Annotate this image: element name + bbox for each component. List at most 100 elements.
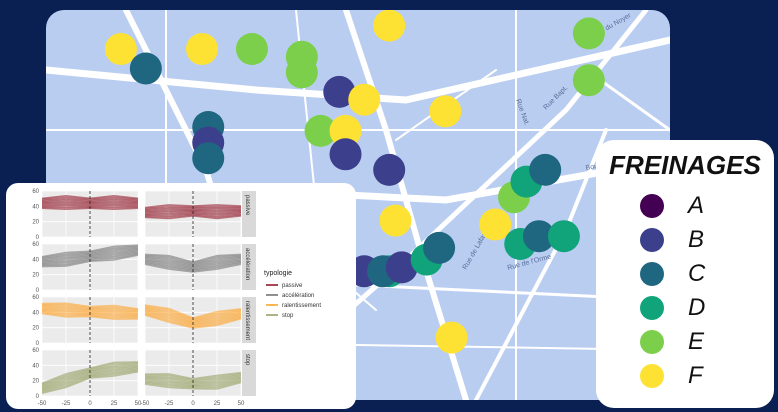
series-line-stop (41, 362, 139, 386)
braking-marker-e[interactable] (304, 114, 337, 147)
y-tick-label: 60 (32, 295, 39, 301)
braking-marker-b[interactable] (385, 251, 418, 284)
series-line-accélération (144, 259, 242, 270)
legend-label: B (688, 226, 705, 253)
facet-strip (242, 350, 256, 396)
braking-marker-d[interactable] (547, 220, 580, 253)
y-tick-label: 20 (32, 326, 39, 332)
braking-marker-c[interactable] (522, 220, 555, 253)
series-line-ralentissement (41, 306, 139, 314)
map-legend: FREINAGES A B C D E F (596, 140, 774, 408)
legend-label: E (688, 328, 705, 355)
series-line-passive (144, 208, 242, 213)
legend-swatch (640, 364, 664, 388)
legend-swatch (640, 296, 664, 320)
series-line-accélération (41, 245, 139, 259)
x-tick-label: 50 (135, 401, 142, 407)
series-line-accélération (41, 246, 139, 260)
y-tick-label: 20 (32, 379, 39, 385)
braking-marker-e[interactable] (572, 64, 605, 97)
series-line-accélération (41, 250, 139, 264)
chart-legend-title: typologie (264, 270, 292, 277)
legend-label: F (688, 362, 703, 389)
series-line-passive (144, 210, 242, 214)
y-tick-label: 0 (36, 235, 40, 241)
braking-marker-b[interactable] (373, 153, 406, 186)
series-line-ralentissement (41, 312, 139, 320)
facet-strip (242, 297, 256, 343)
braking-marker-c[interactable] (423, 231, 456, 264)
braking-marker-f[interactable] (479, 208, 512, 241)
y-tick-label: 20 (32, 273, 39, 279)
braking-marker-c[interactable] (192, 142, 225, 175)
braking-marker-f[interactable] (348, 83, 381, 116)
braking-marker-e[interactable] (285, 56, 318, 89)
facet-strip (242, 191, 256, 237)
x-tick-label: 25 (214, 401, 221, 407)
chart-legend-label: stop (282, 313, 294, 319)
y-tick-label: 40 (32, 257, 39, 263)
legend-label: D (688, 294, 706, 321)
braking-marker-c[interactable] (129, 52, 162, 85)
legend-swatch (640, 228, 664, 252)
series-line-accélération (41, 251, 139, 265)
series-line-ralentissement (144, 308, 242, 323)
series-line-ralentissement (41, 311, 139, 319)
faceted-line-chart: passive 0 20 40 60 accélération 0 20 40 60 ralenti… (32, 189, 321, 407)
braking-marker-f[interactable] (379, 204, 412, 237)
legend-label: C (688, 260, 706, 287)
series-line-stop (144, 378, 242, 386)
y-tick-label: 40 (32, 204, 39, 210)
chart-legend-label: accélération (282, 293, 314, 299)
series-line-ralentissement (41, 302, 139, 310)
x-tick-label: 50 (238, 401, 245, 407)
series-line-ralentissement (144, 306, 242, 322)
series-line-passive (144, 215, 242, 220)
y-tick-label: 40 (32, 310, 39, 316)
y-tick-label: 40 (32, 363, 39, 369)
facet-label: ralentissement (244, 301, 250, 340)
facet-label: passive (244, 195, 250, 216)
braking-marker-c[interactable] (529, 153, 562, 186)
x-tick-label: -50 (38, 401, 47, 407)
braking-marker-f[interactable] (373, 10, 406, 42)
series-line-stop (144, 376, 242, 385)
braking-marker-f[interactable] (104, 33, 137, 65)
braking-marker-e[interactable] (235, 33, 268, 65)
series-line-passive (41, 198, 139, 202)
series-line-ralentissement (144, 312, 242, 328)
y-tick-label: 60 (32, 242, 39, 248)
braking-marker-e[interactable] (572, 17, 605, 50)
series-line-stop (41, 367, 139, 391)
marker-layer (104, 10, 605, 354)
y-tick-label: 20 (32, 220, 39, 226)
x-tick-label: 25 (111, 401, 118, 407)
braking-marker-f[interactable] (429, 95, 462, 128)
legend-label: A (688, 192, 705, 219)
legend-swatch (640, 262, 664, 286)
x-tick-label: -25 (165, 401, 174, 407)
chart-legend-label: ralentissement (282, 303, 321, 309)
series-line-ralentissement (41, 307, 139, 315)
x-tick-label: 0 (88, 401, 92, 407)
series-line-accélération (144, 253, 242, 263)
y-tick-label: 60 (32, 189, 39, 195)
legend-title: FREINAGES (609, 150, 761, 180)
braking-marker-f[interactable] (186, 33, 218, 65)
facet-label: accélération (244, 248, 250, 280)
braking-marker-b[interactable] (323, 75, 356, 108)
y-tick-label: 0 (36, 341, 40, 347)
y-tick-label: 60 (32, 348, 39, 354)
x-tick-label: -25 (62, 401, 71, 407)
braking-marker-f[interactable] (329, 114, 362, 147)
y-tick-label: 0 (36, 288, 40, 294)
facet-strip (242, 244, 256, 290)
series-line-stop (144, 371, 242, 380)
series-line-stop (144, 381, 242, 390)
series-line-passive (41, 196, 139, 201)
x-tick-label: -50 (141, 401, 150, 407)
braking-marker-f[interactable] (435, 321, 468, 354)
legend-swatch (640, 194, 664, 218)
braking-marker-b[interactable] (329, 138, 362, 171)
series-line-accélération (144, 254, 242, 265)
